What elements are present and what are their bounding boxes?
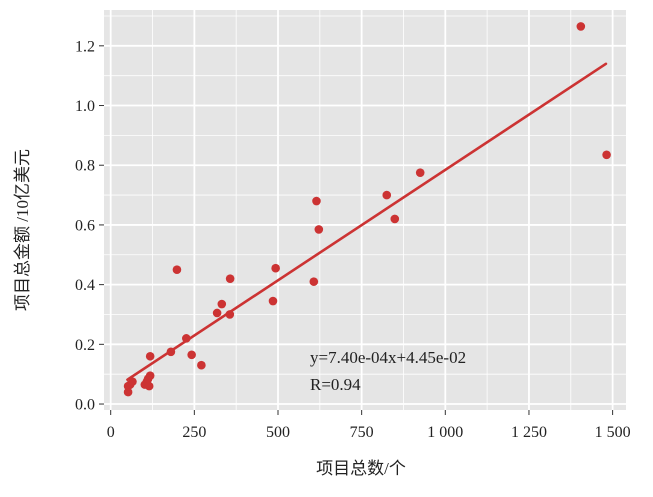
x-tick-label: 0: [107, 424, 115, 441]
x-tick-label: 1 250: [511, 424, 547, 441]
x-tick-label: 250: [182, 424, 206, 441]
data-point: [271, 263, 280, 273]
data-point: [197, 360, 206, 370]
data-points: [123, 22, 611, 397]
correlation-coefficient: R=0.94: [310, 375, 361, 394]
data-point: [166, 347, 176, 357]
data-point: [268, 296, 278, 306]
data-point: [602, 150, 611, 160]
data-point: [145, 351, 155, 361]
data-point: [123, 387, 133, 397]
y-tick-label: 0.6: [75, 217, 95, 234]
data-point: [144, 381, 154, 391]
data-point: [390, 214, 400, 224]
regression-equation: y=7.40e-04x+4.45e-02: [310, 348, 466, 367]
data-point: [217, 299, 227, 309]
data-point: [145, 371, 155, 380]
x-tick-label: 1 000: [427, 424, 463, 441]
grid-lines: [104, 10, 626, 410]
x-tick-label: 500: [266, 424, 290, 441]
y-tick-label: 0.0: [75, 397, 95, 414]
data-point: [309, 277, 319, 286]
y-tick-label: 1.2: [75, 38, 95, 55]
data-point: [415, 168, 425, 177]
y-tick-label: 0.4: [75, 277, 95, 294]
y-tick-label: 1.0: [75, 98, 95, 115]
data-point: [128, 377, 137, 386]
y-tick-label: 0.2: [75, 337, 95, 354]
data-point: [312, 196, 321, 206]
x-axis-title: 项目总数/个: [316, 459, 406, 478]
y-tick-label: 0.8: [75, 158, 95, 175]
data-point: [172, 265, 182, 275]
data-point: [182, 334, 191, 343]
axis-ticks: 0 250 500 750 1 000 1 250 1 500 0.0 0.2 0.4 0.6 0.8…: [75, 38, 631, 441]
data-point: [212, 308, 222, 318]
data-point: [225, 274, 235, 283]
data-point: [576, 22, 586, 31]
regression-line: [126, 62, 608, 382]
data-point: [187, 350, 196, 360]
data-point: [382, 190, 392, 200]
data-point: [314, 225, 324, 234]
y-axis-title: 项目总金额 /10亿美元: [13, 149, 32, 311]
x-tick-label: 750: [350, 424, 374, 441]
data-point: [225, 310, 235, 319]
plot-background: [104, 10, 626, 410]
x-tick-label: 1 500: [595, 424, 631, 441]
regression-line-group: [126, 62, 608, 382]
